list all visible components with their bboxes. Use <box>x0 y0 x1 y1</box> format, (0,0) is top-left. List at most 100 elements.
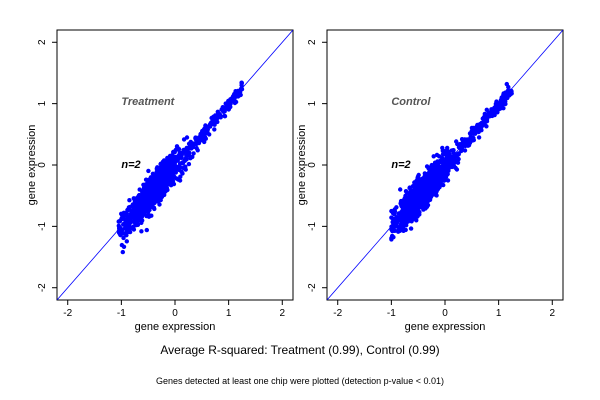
data-point <box>138 198 143 204</box>
data-point <box>456 151 461 156</box>
data-point <box>462 148 468 153</box>
x-tick-label: 0 <box>442 308 448 319</box>
data-point <box>191 151 196 156</box>
data-point <box>403 221 408 226</box>
data-point <box>155 199 161 204</box>
data-point <box>459 137 465 142</box>
data-point <box>442 170 448 175</box>
data-point <box>430 166 435 171</box>
data-point <box>215 116 220 121</box>
data-point <box>227 98 233 103</box>
data-point <box>138 215 143 220</box>
data-point <box>417 196 422 202</box>
data-point <box>174 158 179 164</box>
data-point <box>443 174 449 180</box>
data-point <box>481 121 487 127</box>
data-point <box>183 156 189 161</box>
data-point <box>455 141 460 147</box>
x-tick-label: -1 <box>387 308 396 319</box>
data-layer <box>327 30 563 300</box>
data-point <box>173 154 178 160</box>
data-point <box>176 147 182 152</box>
data-point <box>163 168 168 173</box>
x-axis-label: gene expression <box>135 321 216 333</box>
data-point <box>127 207 132 212</box>
data-point <box>476 135 482 140</box>
data-point <box>151 190 156 195</box>
data-point <box>481 114 487 120</box>
data-point <box>496 105 501 110</box>
x-tick-label: -2 <box>63 308 72 319</box>
data-point <box>146 198 152 203</box>
data-point <box>406 207 411 212</box>
y-axis-label: gene expression <box>26 125 38 206</box>
data-point <box>124 210 129 216</box>
data-point <box>155 185 160 190</box>
data-point <box>180 171 185 176</box>
data-point <box>396 228 401 233</box>
data-point <box>424 202 429 208</box>
data-point <box>239 80 244 86</box>
data-point <box>437 154 442 159</box>
y-axis-label: gene expression <box>296 125 308 206</box>
x-tick-label: -1 <box>117 308 126 319</box>
data-point <box>493 104 498 110</box>
y-tick-label: -2 <box>307 283 318 292</box>
data-point <box>435 179 440 184</box>
data-point <box>171 168 176 173</box>
data-point <box>441 182 446 188</box>
x-tick-label: -2 <box>333 308 342 319</box>
scatter-panel-2: -2 -1 0 1 2 -2 -1 0 1 2 gene expression gene expres… <box>296 29 564 333</box>
data-point <box>134 222 139 228</box>
x-tick-label: 2 <box>549 308 555 319</box>
y-tick-label: -2 <box>37 283 48 292</box>
data-point <box>465 143 471 148</box>
data-point <box>139 229 144 234</box>
data-point <box>502 96 507 101</box>
data-point <box>469 136 474 141</box>
data-point <box>416 209 421 214</box>
group-label: Treatment <box>121 96 175 108</box>
data-point <box>161 177 166 182</box>
x-axis-label: gene expression <box>405 321 486 333</box>
x-tick-label: 0 <box>172 308 178 319</box>
data-point <box>448 159 453 164</box>
data-point <box>155 172 160 177</box>
data-point <box>425 198 431 203</box>
data-point <box>440 145 445 151</box>
y-tick-label: 2 <box>307 39 318 45</box>
data-point <box>468 132 473 137</box>
data-point <box>144 227 149 233</box>
data-point <box>139 194 144 199</box>
data-point <box>143 185 148 191</box>
data-point <box>408 226 414 231</box>
data-point <box>188 140 193 145</box>
data-point <box>389 208 394 214</box>
data-point <box>488 110 493 115</box>
data-point <box>184 135 190 140</box>
data-point <box>163 182 168 187</box>
data-point <box>228 101 233 106</box>
data-point <box>203 123 208 128</box>
data-point <box>131 196 136 201</box>
data-point <box>205 127 210 132</box>
data-point <box>144 192 149 198</box>
data-point <box>401 206 407 211</box>
data-point <box>172 163 177 169</box>
x-tick-label: 1 <box>496 308 502 319</box>
data-point <box>392 212 397 217</box>
data-point <box>391 219 396 224</box>
data-point <box>152 182 158 187</box>
data-point <box>446 149 451 154</box>
data-point <box>190 154 195 160</box>
data-point <box>493 110 498 115</box>
scatter-panel-1: -2 -1 0 1 2 -2 -1 0 1 2 gene expression gene expres… <box>26 29 294 333</box>
data-point <box>443 157 449 163</box>
data-point <box>226 107 231 112</box>
data-point <box>410 208 415 214</box>
data-point <box>396 211 401 216</box>
data-point <box>236 91 241 96</box>
data-point <box>171 181 177 187</box>
data-point <box>440 157 445 162</box>
data-point <box>431 154 436 159</box>
